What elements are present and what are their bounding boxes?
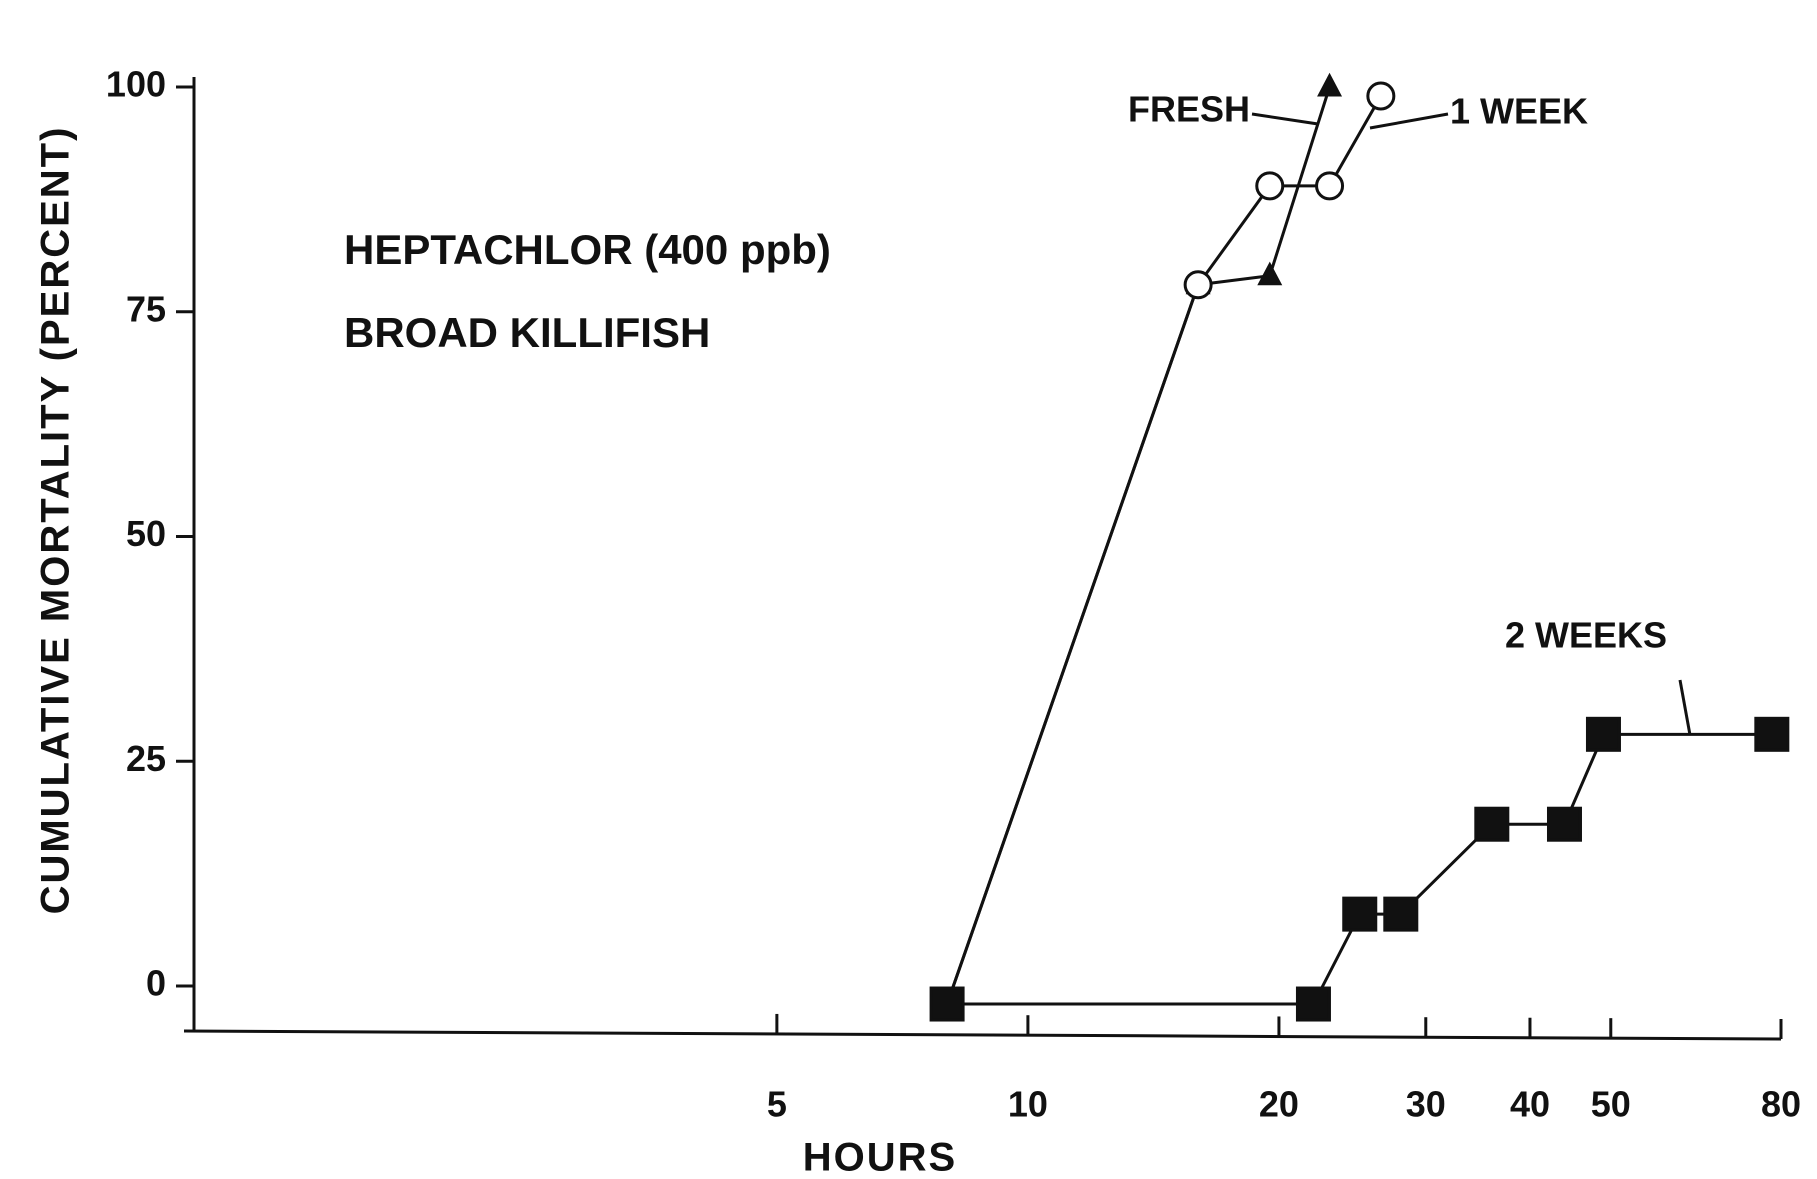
x-tick-label: 50	[1591, 1084, 1631, 1125]
y-tick-label: 50	[126, 513, 166, 554]
marker	[929, 986, 965, 1022]
series-label: 1 WEEK	[1450, 91, 1588, 132]
x-tick-label: 30	[1406, 1084, 1446, 1125]
marker	[1474, 806, 1510, 842]
x-tick-label: 40	[1510, 1084, 1550, 1125]
marker	[1317, 72, 1343, 97]
marker	[1366, 81, 1396, 111]
marker	[1183, 270, 1213, 300]
x-tick-label: 5	[767, 1084, 787, 1125]
marker	[1255, 171, 1285, 201]
series-line	[947, 732, 1772, 1006]
leader-line	[1678, 679, 1692, 736]
y-axis-label: CUMULATIVE MORTALITY (PERCENT)	[34, 126, 78, 915]
x-tick-label: 20	[1259, 1084, 1299, 1125]
marker	[1315, 171, 1345, 201]
annotation: BROAD KILLIFISH	[344, 309, 710, 356]
series-label: FRESH	[1128, 89, 1250, 130]
y-tick-label: 75	[126, 288, 166, 329]
x-axis-label: HOURS	[803, 1136, 957, 1179]
marker	[1546, 806, 1582, 842]
marker	[1585, 716, 1621, 752]
leader-line	[1251, 112, 1319, 126]
leader-line	[1369, 112, 1449, 130]
x-axis	[183, 1029, 1782, 1041]
y-tick-label: 0	[146, 963, 166, 1004]
y-tick-label: 25	[126, 738, 166, 779]
x-tick-label: 10	[1008, 1084, 1048, 1125]
marker	[1754, 716, 1790, 752]
series-line	[945, 86, 1331, 1005]
marker	[1295, 986, 1331, 1022]
series-label: 2 WEEKS	[1505, 615, 1667, 656]
series-line	[945, 95, 1383, 1005]
y-tick-label: 100	[106, 64, 166, 105]
marker	[1342, 896, 1378, 932]
annotation: HEPTACHLOR (400 ppb)	[344, 226, 831, 273]
marker	[1383, 896, 1419, 932]
marker	[1257, 261, 1283, 286]
x-tick-label: 80	[1761, 1084, 1801, 1125]
